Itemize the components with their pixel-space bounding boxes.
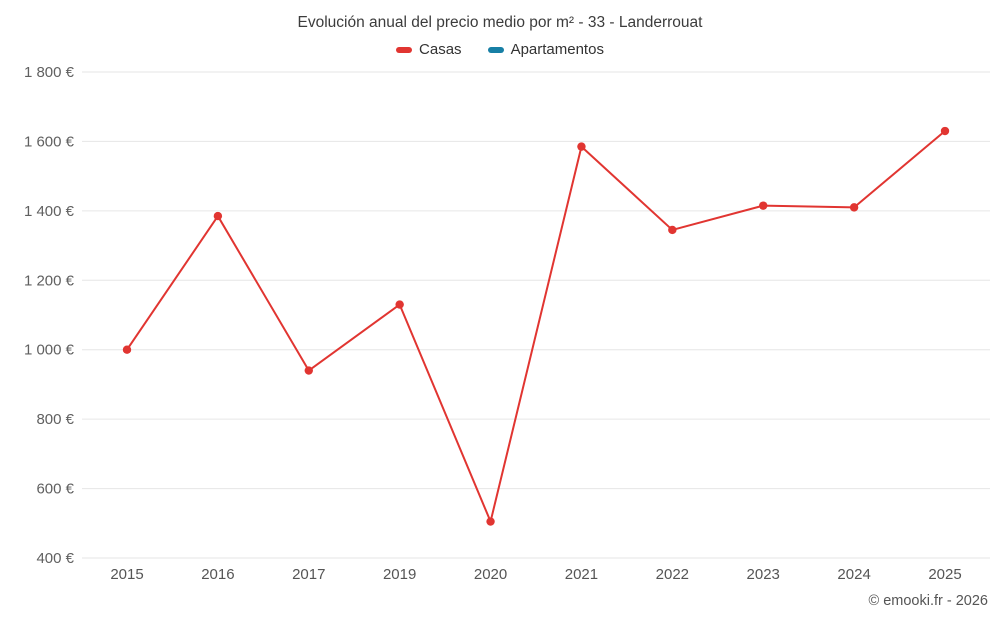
chart-title: Evolución anual del precio medio por m² … — [297, 14, 703, 31]
x-axis-tick-label: 2015 — [110, 566, 143, 583]
y-axis-tick-label: 400 € — [36, 550, 74, 567]
x-axis-tick-label: 2020 — [474, 566, 507, 583]
x-axis-tick-label: 2016 — [201, 566, 234, 583]
casas-data-point[interactable] — [213, 211, 223, 221]
x-axis-tick-label: 2025 — [928, 566, 961, 583]
casas-data-point[interactable] — [577, 142, 586, 151]
casas-data-point[interactable] — [122, 345, 132, 354]
x-axis-tick-label: 2017 — [292, 566, 325, 583]
casas-series-line — [126, 130, 946, 523]
x-axis-tick-label: 2024 — [837, 566, 870, 583]
legend-label-casas: Casas — [419, 41, 462, 58]
y-axis-tick-label: 600 € — [36, 481, 74, 498]
casas-legend-marker-icon — [396, 46, 413, 53]
x-axis-tick-label: 2023 — [747, 566, 780, 583]
casas-data-point[interactable] — [395, 300, 404, 309]
legend-item-apartamentos[interactable]: Apartamentos — [487, 41, 604, 58]
legend-label-apartamentos: Apartamentos — [510, 41, 604, 58]
y-axis-tick-label: 800 € — [36, 411, 74, 428]
casas-data-point[interactable] — [486, 517, 495, 526]
y-axis-tick-label: 1 200 € — [24, 272, 75, 289]
legend-item-casas[interactable]: Casas — [396, 41, 462, 58]
y-axis-tick-label: 1 000 € — [24, 342, 75, 359]
copyright-text: © emooki.fr - 2026 — [868, 593, 988, 609]
casas-data-point[interactable] — [849, 203, 859, 212]
casas-data-point[interactable] — [304, 366, 313, 375]
x-axis-tick-label: 2021 — [565, 566, 598, 583]
casas-data-point[interactable] — [759, 201, 768, 210]
y-axis-tick-label: 1 800 € — [24, 64, 75, 81]
x-axis-tick-label: 2022 — [656, 566, 689, 583]
x-axis-tick-label: 2019 — [383, 566, 416, 583]
chart-legend: Casas Apartamentos — [0, 41, 1000, 58]
apartamentos-legend-marker-icon — [487, 46, 504, 53]
casas-data-point[interactable] — [668, 225, 677, 235]
casas-data-point[interactable] — [940, 126, 950, 136]
y-axis-tick-label: 1 400 € — [24, 203, 75, 220]
y-axis-tick-label: 1 600 € — [24, 133, 75, 150]
